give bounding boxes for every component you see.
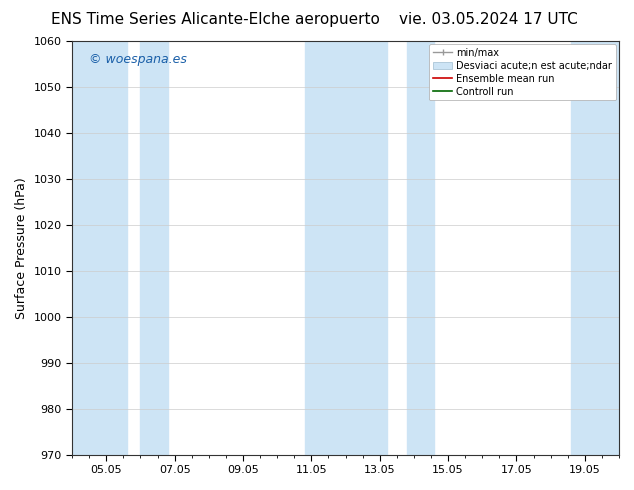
Y-axis label: Surface Pressure (hPa): Surface Pressure (hPa) bbox=[15, 177, 28, 318]
Bar bbox=[304, 41, 387, 455]
Text: © woespana.es: © woespana.es bbox=[89, 53, 186, 67]
Bar bbox=[407, 41, 434, 455]
Text: vie. 03.05.2024 17 UTC: vie. 03.05.2024 17 UTC bbox=[399, 12, 578, 27]
Bar bbox=[72, 41, 127, 455]
Legend: min/max, Desviaci acute;n est acute;ndar, Ensemble mean run, Controll run: min/max, Desviaci acute;n est acute;ndar… bbox=[429, 44, 616, 100]
Bar bbox=[141, 41, 168, 455]
Text: ENS Time Series Alicante-Elche aeropuerto: ENS Time Series Alicante-Elche aeropuert… bbox=[51, 12, 380, 27]
Bar bbox=[571, 41, 619, 455]
